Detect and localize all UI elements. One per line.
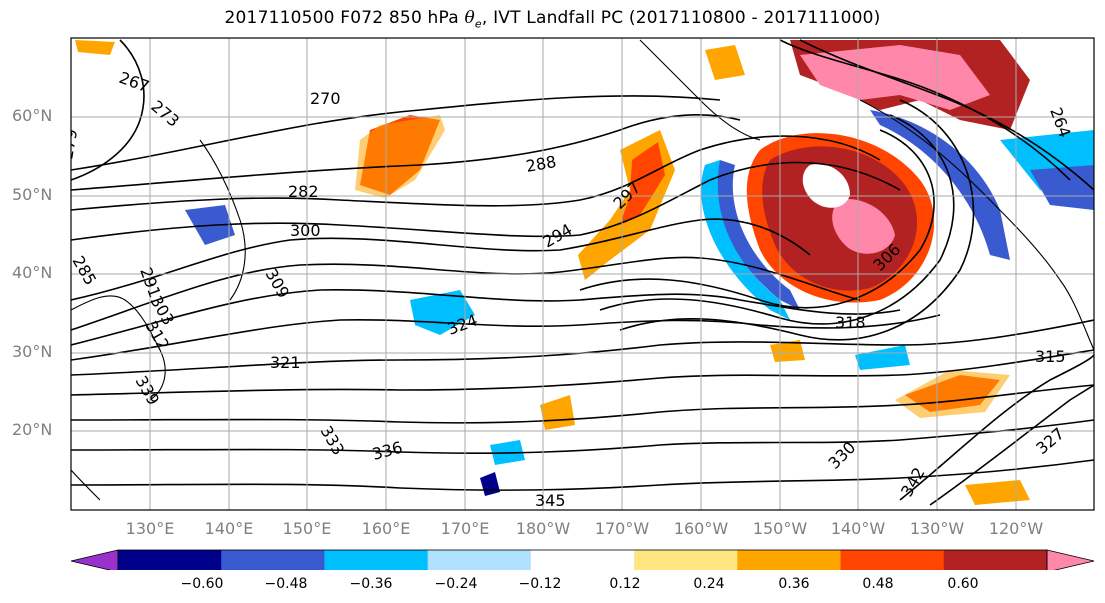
theta-subscript: e (474, 17, 482, 31)
lon-label-160e: 160°E (361, 519, 411, 538)
lon-label-120w: 120°W (988, 519, 1044, 538)
lon-label-140w: 140°W (830, 519, 886, 538)
shading-orange-150e (355, 115, 445, 198)
shading-orange-east-band (895, 370, 1010, 418)
contour-label: 270 (310, 89, 341, 108)
contour-layer (71, 39, 1094, 506)
coastline-layer (71, 39, 1094, 501)
colorbar-swatch (840, 550, 945, 570)
shading-white-center (802, 164, 850, 208)
colorbar-swatch (324, 550, 429, 570)
shading-cyan-midE (855, 345, 910, 370)
lat-label-20n: 20°N (12, 420, 53, 439)
colorbar-swatch (737, 550, 842, 570)
colorbar-swatch (427, 550, 532, 570)
lon-label-140e: 140°E (204, 519, 254, 538)
shading-red-central (620, 142, 665, 225)
figure-title: 2017110500 F072 850 hPa θe, IVT Landfall… (0, 8, 1105, 30)
colorbar-extend-high (1046, 549, 1095, 570)
colorbar-tick-label: −0.24 (434, 576, 478, 592)
colorbar-swatch (118, 550, 222, 570)
lon-label-170w: 170°W (594, 519, 650, 538)
title-suffix: , IVT Landfall PC (2017110800 - 20171110… (481, 8, 881, 28)
lat-label-60n: 60°N (12, 106, 53, 125)
colorbar-extend-low (70, 549, 119, 570)
title-prefix: 2017110500 F072 850 hPa (224, 8, 465, 28)
lon-label-130e: 130°E (125, 519, 175, 538)
contour-label: 315 (1035, 347, 1066, 366)
colorbar-frame (117, 549, 1048, 570)
colorbar-swatch (943, 550, 1048, 570)
map-panel: 267 273 279 282 285 288 291 294 297 300 … (57, 37, 1095, 511)
colorbar-tick-label: 0.48 (862, 576, 894, 592)
colorbar-swatch (530, 550, 635, 570)
colorbar-tick-label: 0.24 (693, 576, 725, 592)
shading-orange-south2 (965, 480, 1030, 505)
lon-label-180w: 180°W (515, 519, 571, 538)
colorbar-tick-label: −0.60 (180, 576, 224, 592)
colorbar-tick-label: −0.48 (264, 576, 308, 592)
colorbar-swatch (221, 550, 325, 570)
lon-label-160w: 160°W (673, 519, 729, 538)
shading-cyan-arc (701, 160, 790, 320)
shading-orange-mid (770, 340, 805, 362)
shading-pink-core (832, 199, 895, 254)
contour-label: 300 (290, 221, 321, 240)
map-frame (70, 37, 1095, 511)
colorbar-swatch (634, 550, 738, 570)
colorbar-tick-label: 0.36 (778, 576, 810, 592)
lat-label-40n: 40°N (12, 263, 53, 282)
shading-blue-east (870, 110, 1010, 260)
lon-label-150w: 150°W (752, 519, 808, 538)
shading-layer (75, 40, 1094, 505)
shading-orange-west-n (75, 40, 115, 55)
lon-label-170e: 170°E (440, 519, 490, 538)
contour-label: 345 (535, 491, 566, 510)
lon-label-150e: 150°E (282, 519, 332, 538)
colorbar (70, 549, 1095, 570)
colorbar-tick-label: −0.36 (349, 576, 393, 592)
theta-symbol: θ (464, 8, 475, 28)
contour-label: 318 (835, 313, 866, 332)
gridlines (71, 38, 1094, 510)
lon-label-130w: 130°W (909, 519, 965, 538)
contour-label: 321 (270, 353, 301, 372)
lat-label-50n: 50°N (12, 185, 53, 204)
contour-label: 282 (288, 182, 319, 201)
contour-label: 279 (57, 127, 81, 160)
colorbar-tick-label: −0.12 (518, 576, 562, 592)
lat-label-30n: 30°N (12, 342, 53, 361)
colorbar-tick-label: 0.12 (609, 576, 641, 592)
colorbar-swatches (70, 549, 1095, 570)
shading-orange-alaska (705, 45, 745, 80)
colorbar-tick-label: 0.60 (947, 576, 979, 592)
